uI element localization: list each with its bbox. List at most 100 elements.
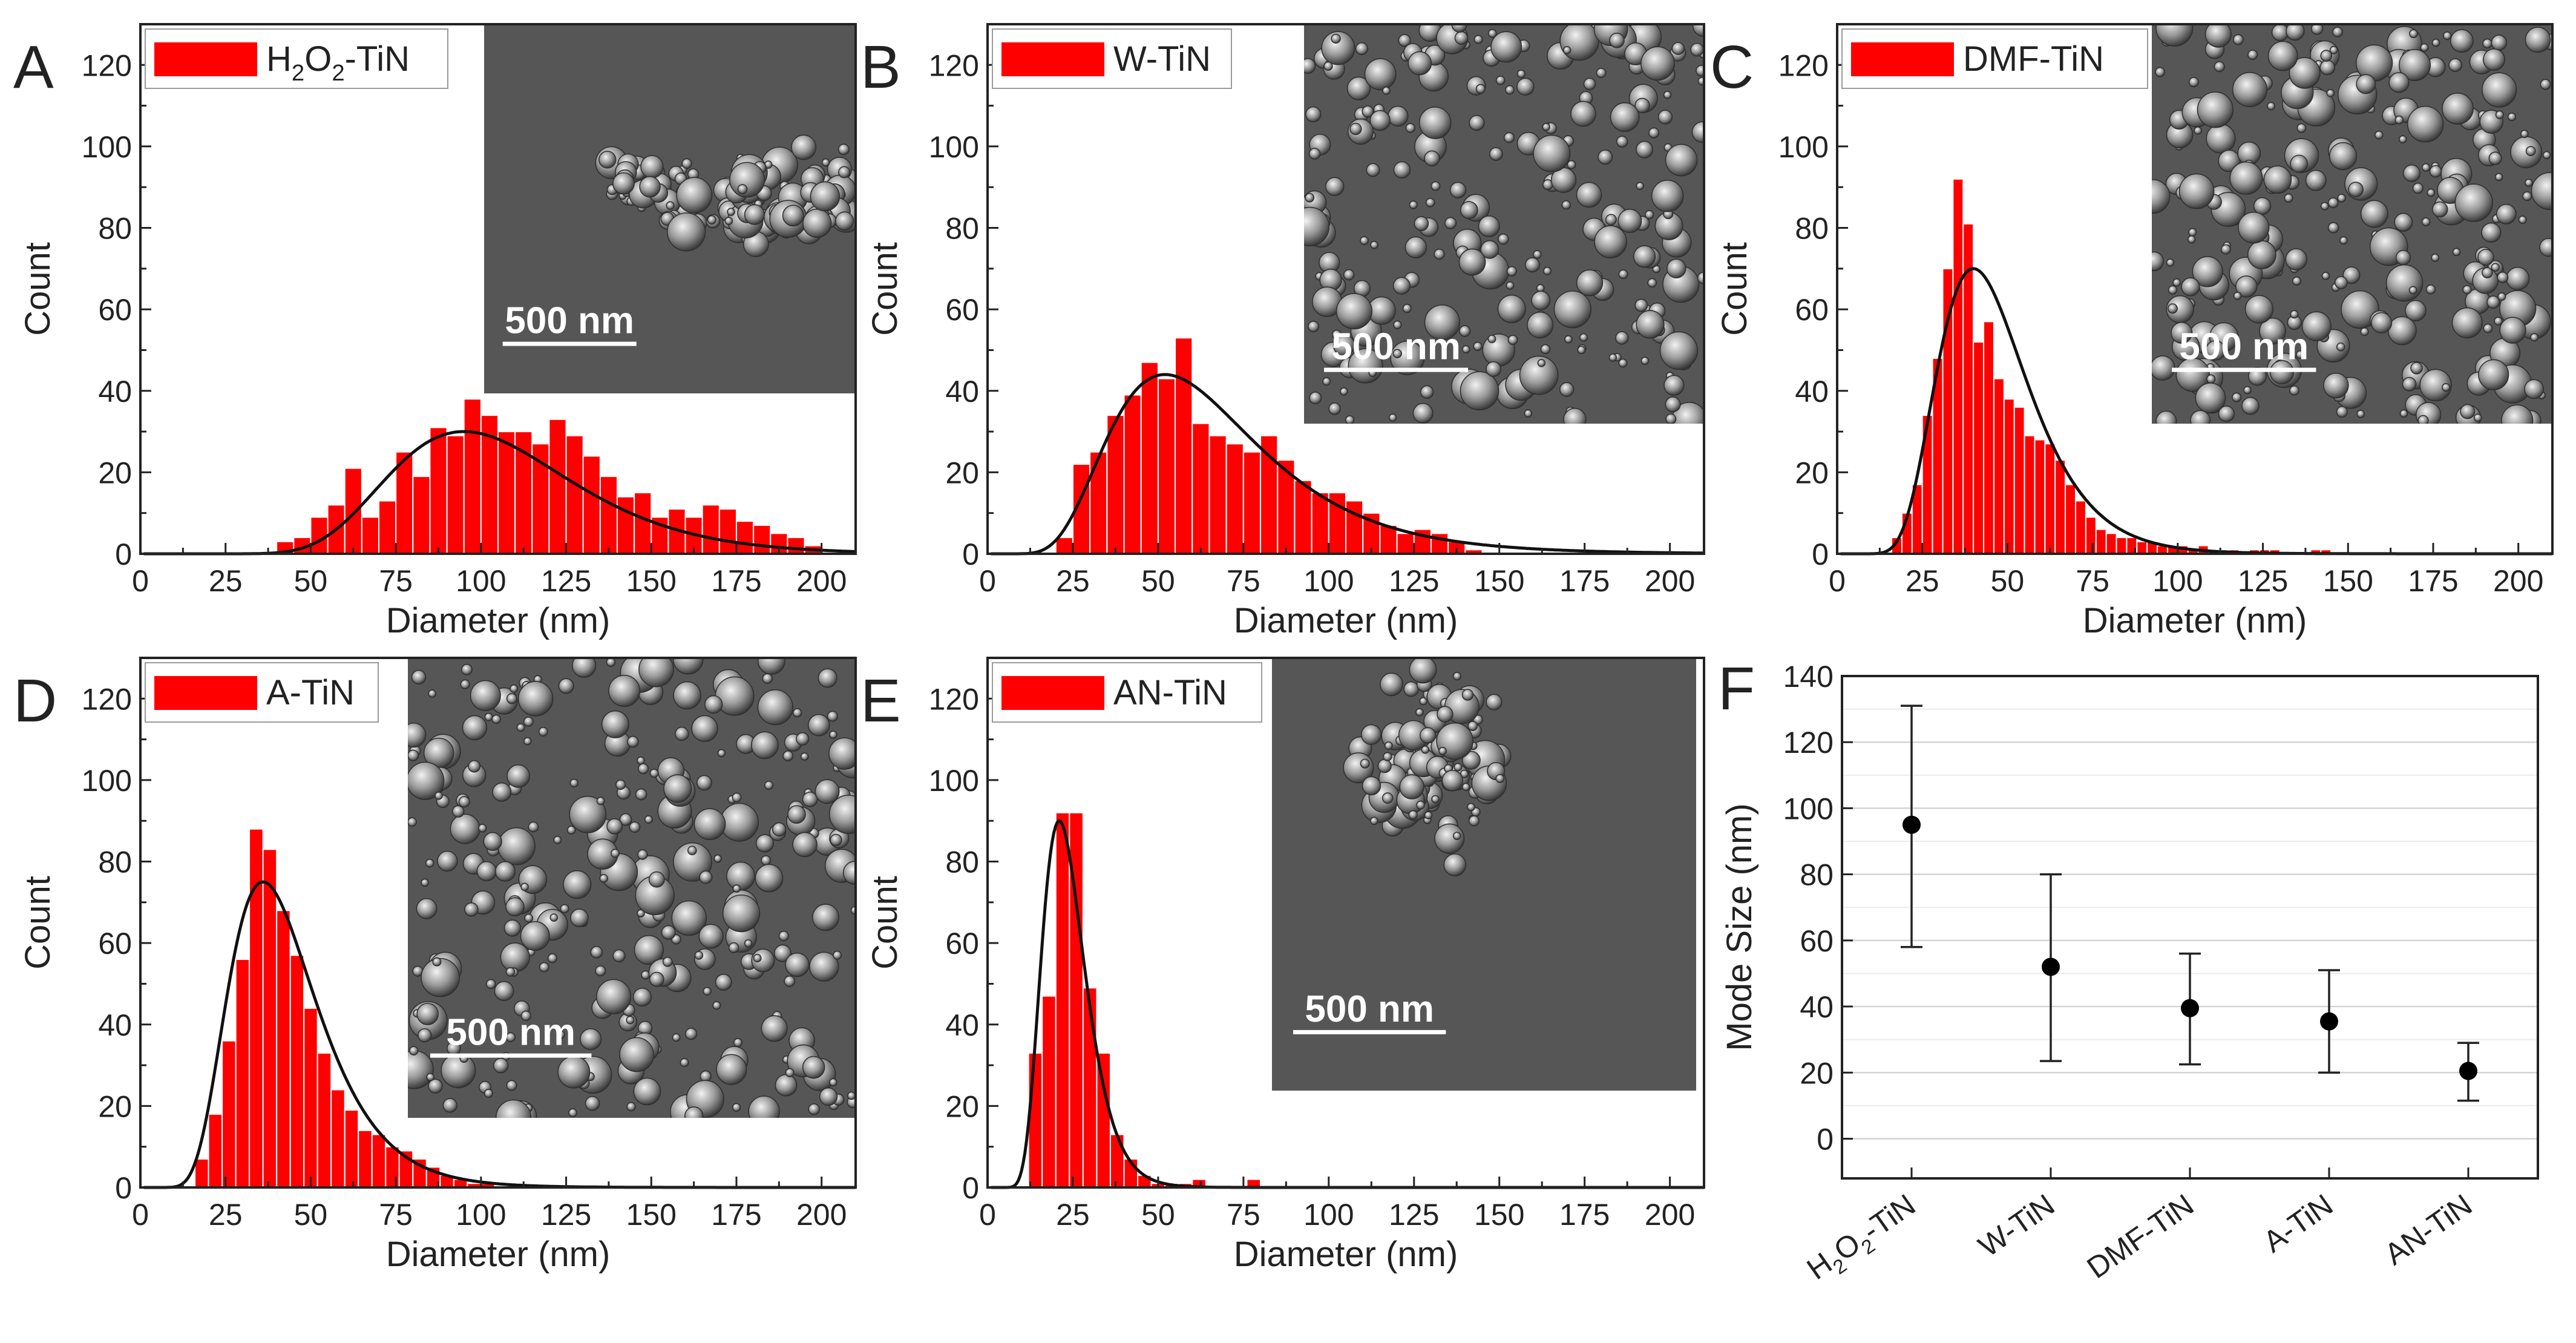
nanoparticle <box>1321 31 1355 65</box>
nanoparticle <box>1458 248 1486 276</box>
histogram-bar <box>2095 528 2107 554</box>
nanoparticle <box>506 693 517 704</box>
histogram-bar <box>2034 439 2046 554</box>
histogram-bar <box>262 849 278 1189</box>
nanoparticle <box>1309 391 1322 404</box>
nanoparticle <box>2296 123 2307 133</box>
nanoparticle <box>595 965 606 977</box>
nanoparticle <box>2206 374 2216 384</box>
nanoparticle <box>2507 112 2517 122</box>
nanoparticle <box>1563 407 1587 424</box>
plot-frame <box>1836 23 2554 555</box>
nanoparticle <box>634 934 664 965</box>
nanoparticle <box>778 930 789 942</box>
legend-swatch <box>1851 42 1954 76</box>
nanoparticle <box>2238 211 2270 244</box>
nanoparticle <box>1452 672 1461 681</box>
nanoparticle <box>1697 77 1704 86</box>
nanoparticle <box>2525 179 2533 187</box>
nanoparticle <box>557 1056 591 1089</box>
nanoparticle <box>416 1003 439 1025</box>
y-tick-label: 100 <box>82 764 132 798</box>
nanoparticle <box>687 846 697 856</box>
nanoparticle <box>1665 396 1681 413</box>
nanoparticle <box>1362 776 1381 796</box>
nanoparticle <box>2205 340 2226 361</box>
y-axis-label: Count <box>1715 242 1754 336</box>
nanoparticle <box>2405 300 2427 322</box>
nanoparticle <box>753 954 762 963</box>
histogram-bar <box>344 1109 359 1188</box>
nanoparticle <box>1583 77 1596 91</box>
category-label: DMF-TiN <box>2081 1187 2200 1285</box>
nanoparticle <box>1454 31 1469 45</box>
histogram-bar <box>2085 516 2097 555</box>
nanoparticle <box>1355 42 1369 56</box>
nanoparticle <box>1308 320 1319 332</box>
nanoparticle <box>821 158 830 167</box>
nanoparticle <box>2323 372 2349 399</box>
nanoparticle <box>2292 276 2302 286</box>
nanoparticle <box>2425 284 2436 295</box>
nanoparticle <box>2443 31 2452 41</box>
nanoparticle <box>809 951 839 982</box>
nanoparticle <box>2499 317 2526 344</box>
histogram-bar <box>582 455 601 555</box>
histogram-bar <box>599 476 618 554</box>
nanoparticle <box>596 796 605 806</box>
histogram-bar <box>361 516 379 555</box>
histogram-bar <box>208 1113 223 1189</box>
mode-size-point <box>2320 1012 2338 1031</box>
nanoparticle <box>1384 741 1393 750</box>
category-label-part: A-TiN <box>2257 1187 2339 1259</box>
histogram-bar <box>1055 537 1073 554</box>
nanoparticle <box>2342 266 2361 284</box>
nanoparticle <box>494 861 516 882</box>
nanoparticle <box>724 217 733 225</box>
x-tick-label: 125 <box>1389 1198 1439 1232</box>
x-tick-label: 175 <box>1559 1198 1610 1232</box>
nanoparticle <box>704 695 723 714</box>
nanoparticle <box>671 900 707 936</box>
nanoparticle <box>1328 402 1341 415</box>
y-tick-label: 40 <box>945 375 979 409</box>
histogram-bar <box>1082 987 1098 1188</box>
nanoparticle <box>649 971 664 987</box>
scale-bar <box>2172 367 2316 372</box>
nanoparticle <box>2285 248 2308 271</box>
nanoparticle <box>1332 334 1355 356</box>
nanoparticle <box>2204 24 2232 48</box>
nanoparticle <box>1663 91 1672 99</box>
nanoparticle <box>492 782 512 802</box>
nanoparticle <box>2427 188 2436 197</box>
sem-inset: 500 nm <box>1304 24 1704 424</box>
nanoparticle <box>566 826 576 835</box>
histogram-bar <box>787 537 805 554</box>
nanoparticle <box>1343 269 1355 281</box>
nanoparticle <box>1497 294 1526 323</box>
y-tick-label: 100 <box>929 130 979 164</box>
nanoparticle <box>764 780 774 790</box>
nanoparticle <box>2486 295 2500 309</box>
nanoparticle <box>2491 34 2507 51</box>
nanoparticle <box>2494 317 2503 326</box>
nanoparticle <box>503 919 522 937</box>
nanoparticle <box>408 761 445 800</box>
nanoparticle <box>462 715 488 741</box>
histogram-bar <box>276 910 291 1189</box>
x-tick-label: 75 <box>379 564 413 598</box>
nanoparticle <box>713 854 722 863</box>
nanoparticle <box>640 155 664 179</box>
nanoparticle <box>2187 235 2196 244</box>
nanoparticle <box>1345 415 1355 424</box>
nanoparticle <box>2267 41 2298 71</box>
nanoparticle <box>632 987 652 1007</box>
histogram-bar <box>1311 492 1329 554</box>
nanoparticle <box>1369 110 1391 131</box>
nanoparticle <box>432 957 442 967</box>
x-axis-label: Diameter (nm) <box>1234 601 1458 640</box>
x-tick-label: 75 <box>1227 564 1260 598</box>
histogram-panel-e: 500 nm 0 25 50 75 100 125 150 175 200 0 20 40 60 80 100… <box>860 657 1705 1274</box>
nanoparticle <box>497 827 536 865</box>
nanoparticle <box>1449 182 1467 199</box>
